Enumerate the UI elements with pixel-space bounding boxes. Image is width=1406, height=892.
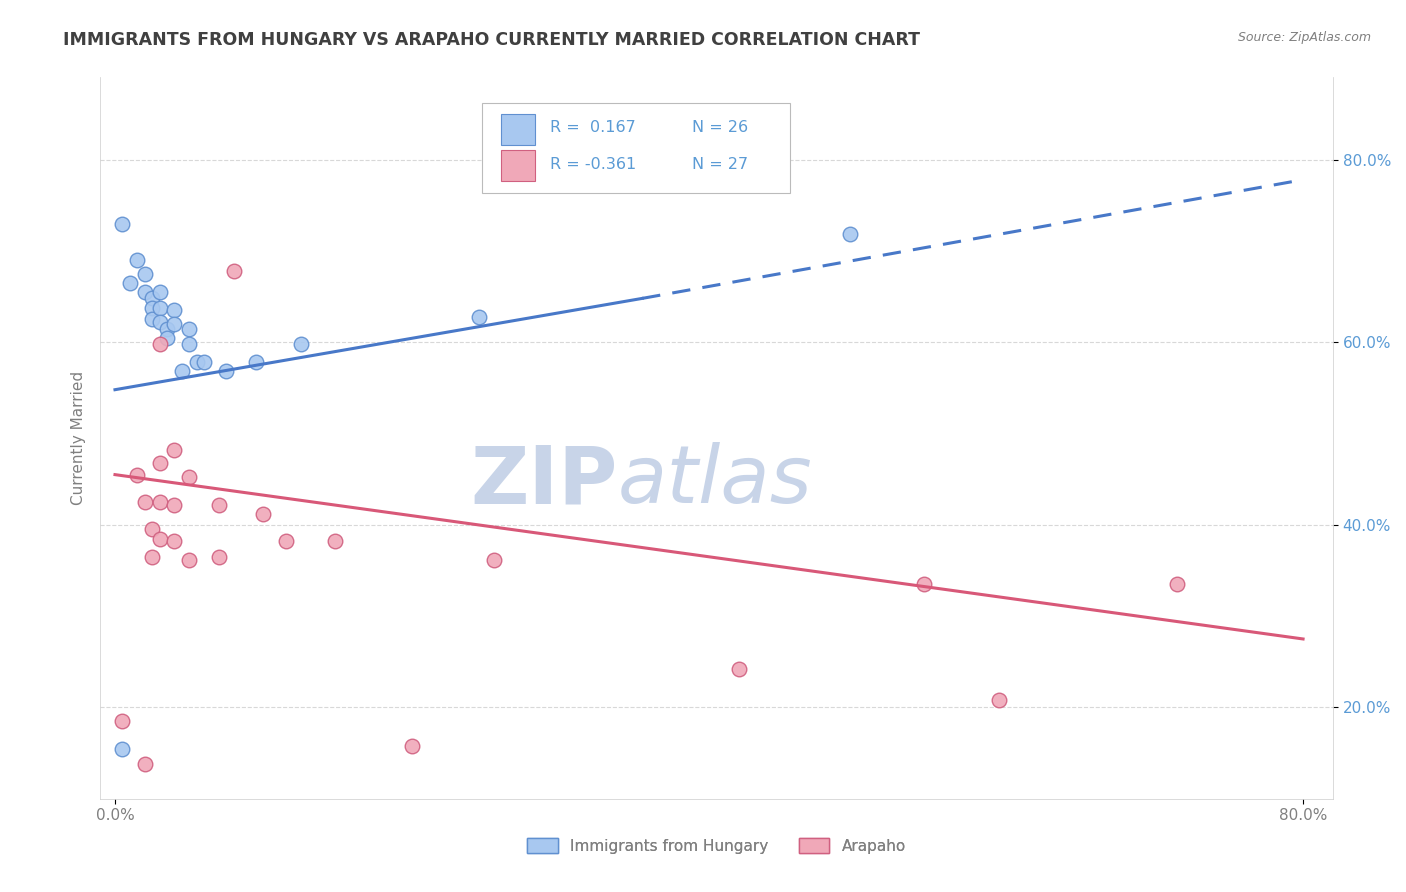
Point	[482, 552, 505, 566]
Text: atlas: atlas	[617, 442, 813, 520]
Point	[163, 303, 186, 318]
Point	[179, 321, 201, 335]
Point	[148, 315, 170, 329]
Point	[179, 552, 201, 566]
Point	[141, 523, 163, 537]
Text: R =  0.167: R = 0.167	[550, 120, 636, 135]
Point	[215, 364, 238, 378]
Point	[148, 495, 170, 509]
Point	[987, 693, 1010, 707]
Point	[134, 495, 156, 509]
Point	[118, 276, 141, 290]
Point	[141, 549, 163, 564]
Point	[912, 577, 935, 591]
Point	[148, 337, 170, 351]
Point	[163, 317, 186, 331]
Point	[127, 253, 149, 268]
Point	[148, 532, 170, 546]
Point	[290, 337, 312, 351]
Point	[468, 310, 491, 324]
Point	[148, 285, 170, 299]
Text: IMMIGRANTS FROM HUNGARY VS ARAPAHO CURRENTLY MARRIED CORRELATION CHART: IMMIGRANTS FROM HUNGARY VS ARAPAHO CURRE…	[63, 31, 921, 49]
Point	[179, 337, 201, 351]
Point	[141, 292, 163, 306]
Point	[208, 498, 231, 512]
Point	[274, 534, 297, 549]
Point	[179, 470, 201, 484]
Point	[401, 739, 423, 753]
Text: R = -0.361: R = -0.361	[550, 157, 637, 172]
FancyBboxPatch shape	[482, 103, 790, 193]
Point	[156, 321, 179, 335]
Text: Source: ZipAtlas.com: Source: ZipAtlas.com	[1237, 31, 1371, 45]
Point	[1166, 577, 1188, 591]
Point	[163, 442, 186, 457]
Point	[252, 507, 274, 521]
Point	[170, 364, 193, 378]
Point	[245, 355, 267, 369]
Point	[156, 331, 179, 345]
Bar	[501, 114, 536, 145]
Point	[111, 217, 134, 231]
Point	[141, 301, 163, 315]
Point	[148, 301, 170, 315]
Point	[141, 312, 163, 326]
Text: N = 27: N = 27	[692, 157, 748, 172]
Legend: Immigrants from Hungary, Arapaho: Immigrants from Hungary, Arapaho	[522, 831, 912, 860]
Y-axis label: Currently Married: Currently Married	[72, 371, 86, 505]
Point	[148, 456, 170, 470]
Point	[839, 227, 862, 242]
Point	[186, 355, 208, 369]
Point	[727, 662, 749, 676]
Point	[163, 498, 186, 512]
Point	[323, 534, 346, 549]
Text: ZIP: ZIP	[471, 442, 617, 520]
Point	[127, 467, 149, 482]
Point	[208, 549, 231, 564]
Point	[222, 264, 245, 278]
Text: N = 26: N = 26	[692, 120, 748, 135]
Point	[163, 534, 186, 549]
Point	[134, 285, 156, 299]
Point	[193, 355, 215, 369]
Point	[134, 267, 156, 281]
Point	[111, 714, 134, 728]
Point	[134, 757, 156, 772]
Point	[111, 741, 134, 756]
Bar	[501, 150, 536, 180]
